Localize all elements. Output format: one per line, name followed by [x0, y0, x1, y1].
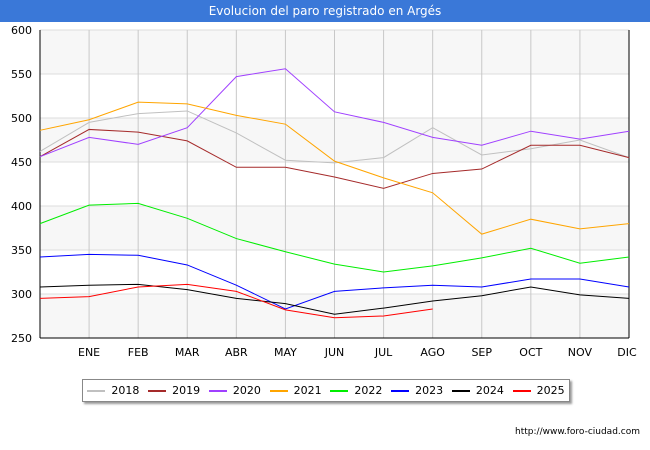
series-line-2019: [39, 128, 630, 189]
series-line-2021: [39, 101, 630, 235]
chart-title: Evolucion del paro registrado en Argés: [0, 0, 650, 22]
legend-item-2019: 2019: [148, 384, 200, 397]
legend-swatch: [269, 389, 288, 392]
x-tick-label: JUL: [374, 346, 393, 359]
legend-item-2018: 2018: [87, 384, 139, 397]
series-line-2024: [39, 283, 630, 315]
legend: 2018 2019 2020 2021 2022 2023 2024 2025: [82, 379, 570, 402]
legend-item-2024: 2024: [451, 384, 504, 397]
x-tick-label: AGO: [420, 346, 445, 359]
x-tick-label: MAY: [274, 346, 297, 359]
legend-swatch: [512, 389, 531, 392]
legend-label: 2023: [415, 384, 444, 397]
legend-item-2021: 2021: [269, 384, 322, 397]
x-tick-label: JUN: [324, 346, 345, 359]
source-url: http://www.foro-ciudad.com: [515, 427, 640, 437]
legend-label: 2019: [172, 384, 201, 397]
y-tick-label: 550: [11, 68, 32, 81]
y-tick-label: 350: [11, 244, 32, 257]
x-tick-label: MAR: [175, 346, 200, 359]
legend-label: 2018: [111, 384, 140, 397]
series-line-2022: [39, 202, 630, 273]
x-tick-label: ABR: [225, 346, 248, 359]
legend-label: 2025: [536, 384, 565, 397]
series-line-2025: [39, 283, 433, 319]
legend-swatch: [451, 389, 470, 392]
legend-item-2025: 2025: [512, 384, 565, 397]
legend-swatch: [148, 389, 167, 392]
x-tick-label: FEB: [128, 346, 149, 359]
legend-label: 2021: [293, 384, 322, 397]
legend-item-2023: 2023: [391, 384, 443, 397]
legend-label: 2022: [354, 384, 383, 397]
series-line-2023: [39, 253, 630, 310]
y-tick-label: 500: [11, 112, 32, 125]
x-tick-label: NOV: [568, 346, 593, 359]
legend-swatch: [208, 389, 227, 392]
series-line-2018: [39, 110, 630, 164]
y-tick-label: 400: [11, 200, 32, 213]
x-tick-label: OCT: [519, 346, 542, 359]
legend-swatch: [87, 389, 106, 392]
x-tick-label: DIC: [617, 346, 637, 359]
y-tick-label: 250: [11, 332, 32, 345]
legend-item-2020: 2020: [208, 384, 261, 397]
legend-item-2022: 2022: [330, 384, 382, 397]
y-tick-label: 600: [11, 24, 32, 37]
legend-swatch: [330, 389, 349, 392]
legend-label: 2020: [232, 384, 261, 397]
legend-label: 2024: [475, 384, 504, 397]
y-tick-label: 300: [11, 288, 32, 301]
y-tick-label: 450: [11, 156, 32, 169]
x-tick-label: SEP: [471, 346, 492, 359]
series-line-2020: [39, 68, 630, 158]
legend-swatch: [391, 389, 410, 392]
x-tick-label: ENE: [78, 346, 100, 359]
